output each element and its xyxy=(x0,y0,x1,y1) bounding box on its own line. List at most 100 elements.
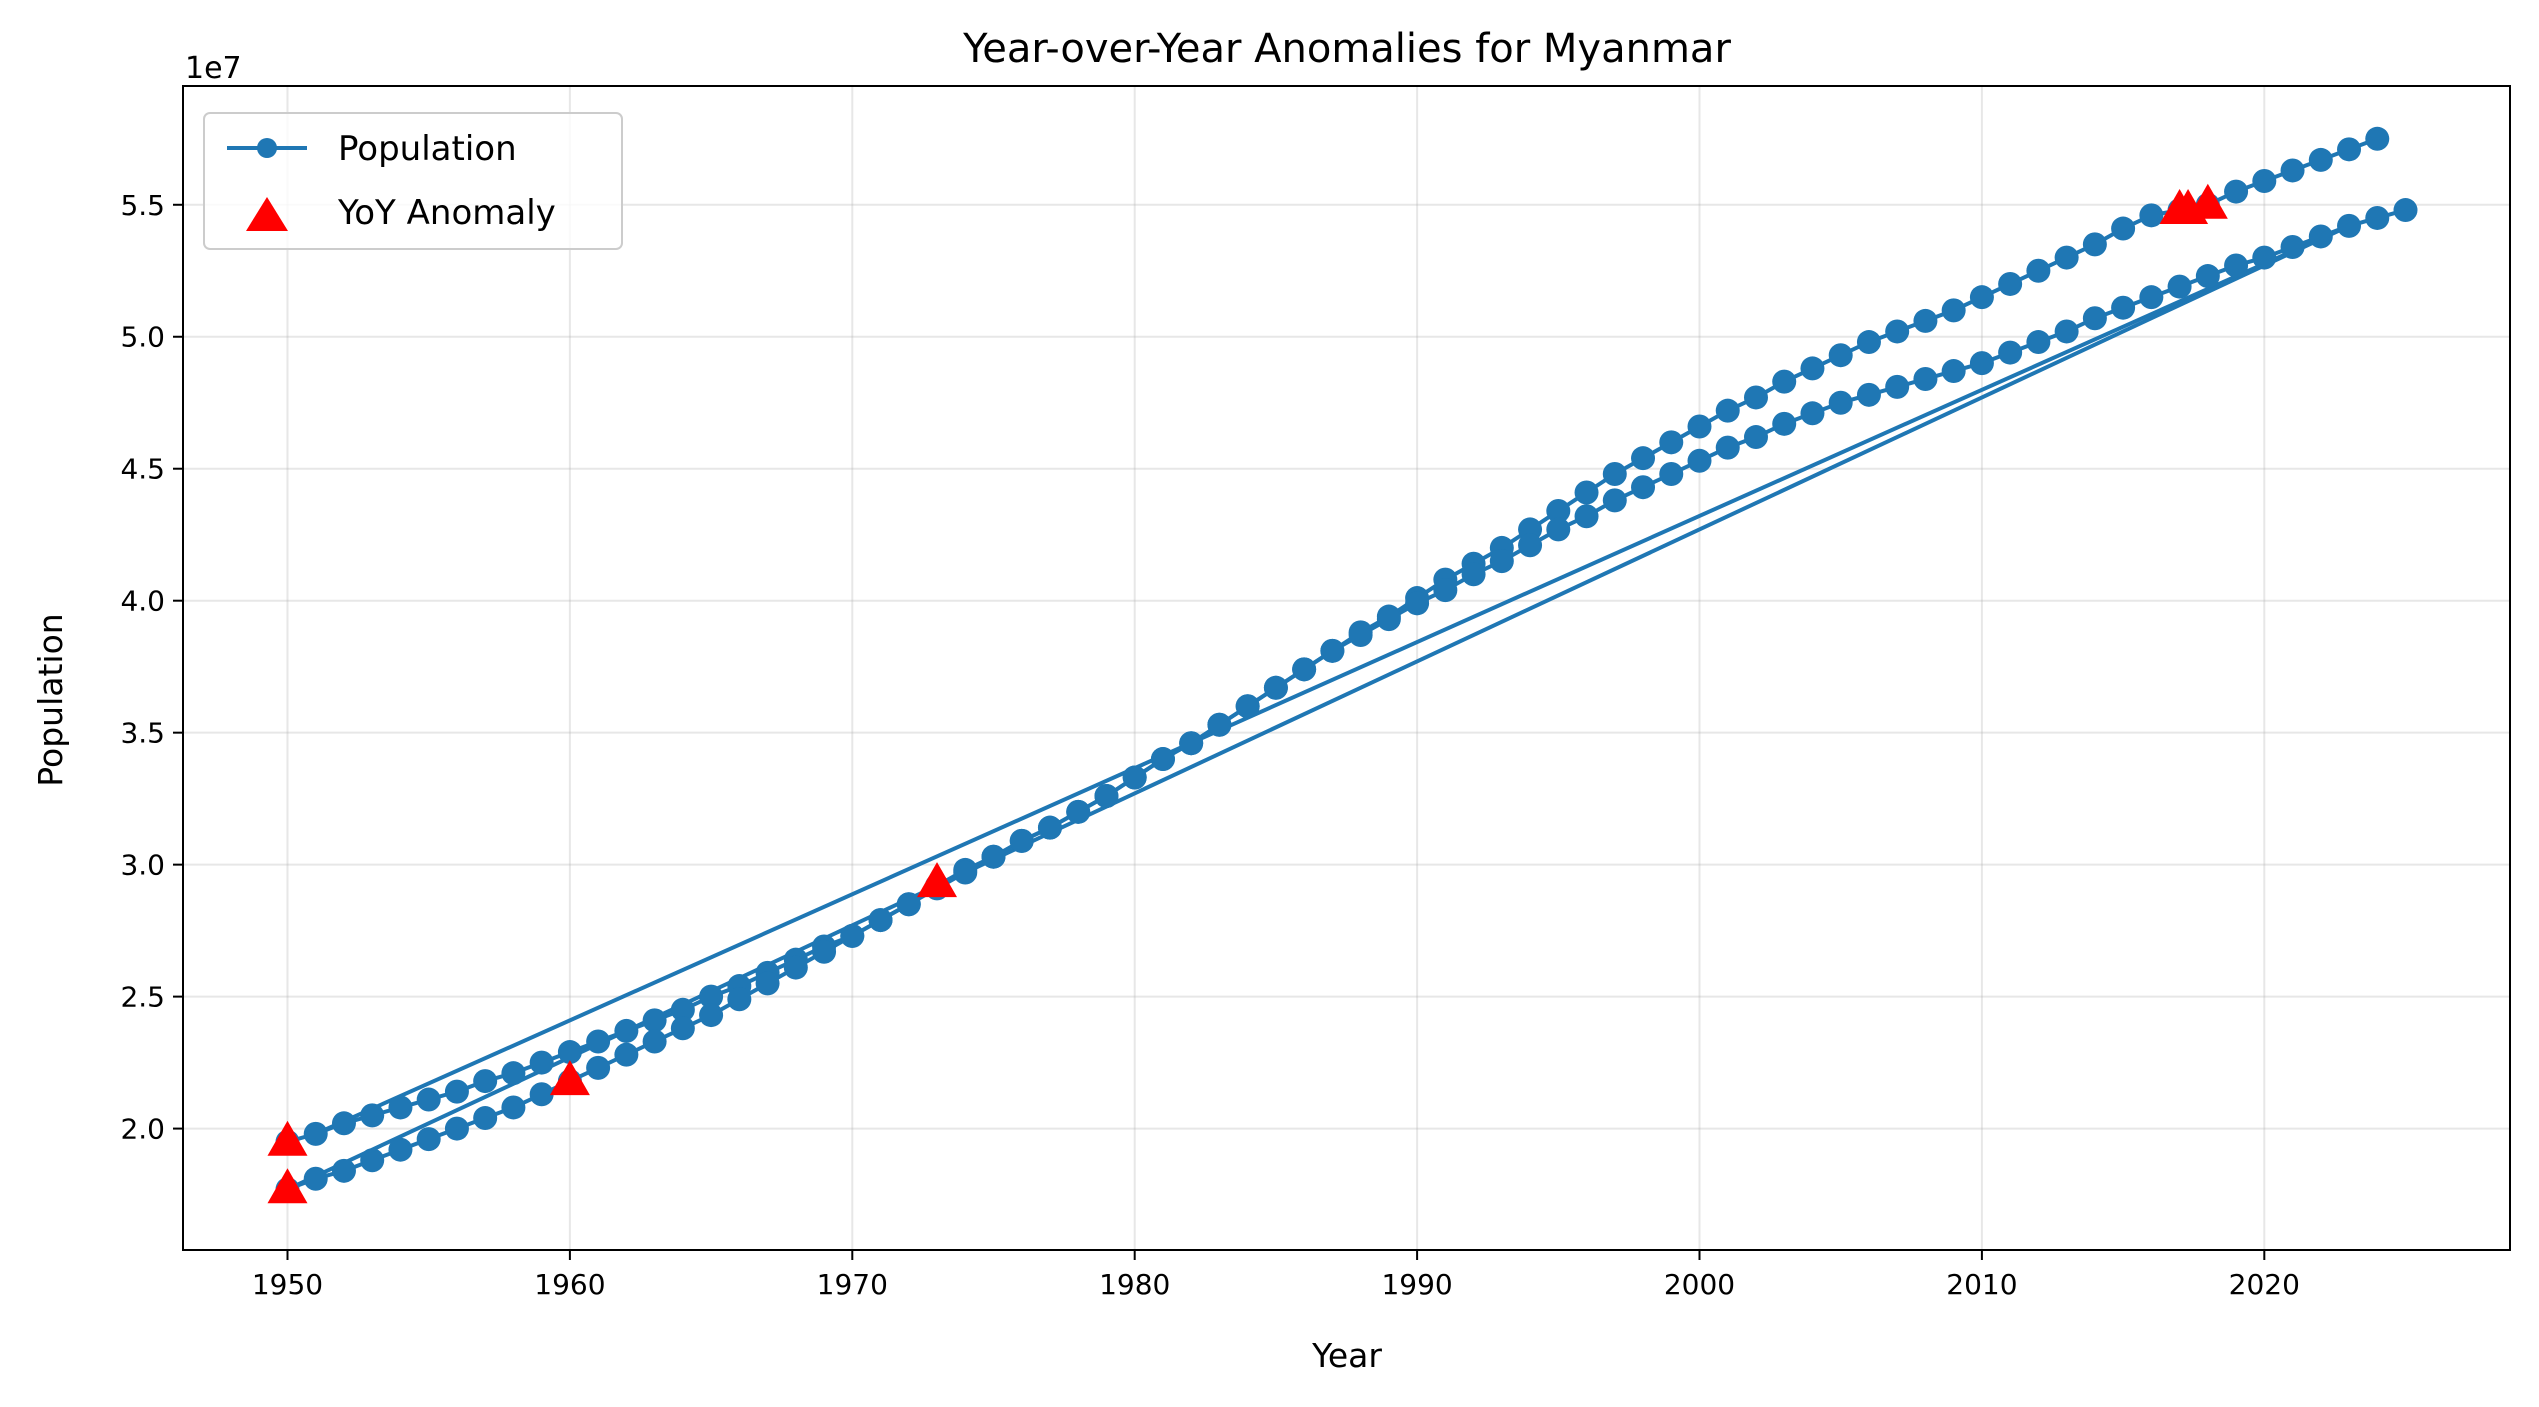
population-point xyxy=(331,1158,356,1183)
population-point xyxy=(2054,245,2079,270)
population-point xyxy=(1546,498,1571,523)
population-point xyxy=(2111,295,2136,320)
population-point xyxy=(1772,411,1797,436)
anomaly-point xyxy=(917,862,958,898)
population-point xyxy=(2252,245,2277,270)
population-point xyxy=(1856,382,1881,407)
population-point xyxy=(1037,815,1062,840)
y-tick-label: 3.5 xyxy=(120,717,165,750)
population-point xyxy=(1743,385,1768,410)
population-point xyxy=(529,1082,554,1107)
population-point xyxy=(1828,390,1853,415)
population-point xyxy=(2026,330,2051,355)
population-point xyxy=(444,1116,469,1141)
population-point xyxy=(1913,366,1938,391)
population-point xyxy=(2308,224,2333,249)
anomaly-markers xyxy=(267,183,2228,1204)
population-point xyxy=(1574,504,1599,529)
y-tick-label: 2.0 xyxy=(120,1113,165,1146)
population-point xyxy=(331,1111,356,1136)
y-tick-label: 4.5 xyxy=(120,453,165,486)
population-point xyxy=(2280,158,2305,183)
y-tick-label: 4.0 xyxy=(120,585,165,618)
population-point xyxy=(1941,359,1966,384)
population-point xyxy=(360,1148,385,1173)
population-point xyxy=(1659,430,1684,455)
population-point xyxy=(1969,351,1994,376)
population-point xyxy=(2167,274,2192,299)
population-point xyxy=(1885,319,1910,344)
legend-anomaly-label: YoY Anomaly xyxy=(337,193,556,233)
population-point xyxy=(1856,330,1881,355)
y-tick-label: 5.0 xyxy=(120,321,165,354)
anomaly-point xyxy=(2187,183,2228,219)
anomaly-point xyxy=(549,1060,590,1096)
legend-anomaly-marker xyxy=(246,197,288,231)
population-point xyxy=(1574,480,1599,505)
population-point xyxy=(1235,694,1260,719)
population-point xyxy=(2365,205,2390,230)
population-point xyxy=(388,1137,413,1162)
population-point xyxy=(699,1003,724,1028)
population-point xyxy=(2224,179,2249,204)
population-point xyxy=(1207,712,1232,737)
x-tick-label: 2010 xyxy=(1946,1268,2017,1301)
population-point xyxy=(1320,638,1345,663)
plot-frame xyxy=(182,85,2511,1251)
y-axis: 2.0 2.5 3.0 3.5 4.0 4.5 5.0 5.5 xyxy=(120,189,183,1146)
population-point xyxy=(1376,607,1401,632)
population-point xyxy=(1969,285,1994,310)
y-axis-label: Population xyxy=(31,613,70,786)
population-point xyxy=(1885,374,1910,399)
population-point xyxy=(614,1042,639,1067)
population-point xyxy=(953,860,978,885)
anomaly-point xyxy=(267,1168,308,1204)
population-point xyxy=(1122,765,1147,790)
x-tick-label: 1990 xyxy=(1381,1268,1452,1301)
population-point xyxy=(812,939,837,964)
chart-title: Year-over-Year Anomalies for Myanmar xyxy=(962,26,1731,72)
population-point xyxy=(1743,425,1768,450)
population-point xyxy=(2026,258,2051,283)
population-line-segment xyxy=(286,208,2407,1192)
population-point xyxy=(1715,398,1740,423)
population-point xyxy=(2365,126,2390,151)
population-point xyxy=(868,908,893,933)
population-point xyxy=(642,1008,667,1033)
x-tick-label: 2000 xyxy=(1664,1268,1735,1301)
grid xyxy=(183,86,2510,1250)
population-point xyxy=(1489,549,1514,574)
population-point xyxy=(1631,446,1656,471)
population-point xyxy=(981,844,1006,869)
population-point xyxy=(2054,319,2079,344)
population-line-segment xyxy=(314,224,2350,1136)
population-point xyxy=(2139,285,2164,310)
x-tick-label: 1980 xyxy=(1099,1268,1170,1301)
population-point xyxy=(755,971,780,996)
x-tick-label: 1970 xyxy=(817,1268,888,1301)
population-point xyxy=(1546,517,1571,542)
population-point xyxy=(586,1055,611,1080)
population-point xyxy=(727,987,752,1012)
population-point xyxy=(1715,435,1740,460)
y-tick-label: 2.5 xyxy=(120,981,165,1014)
anomaly-point xyxy=(267,1120,308,1156)
population-point xyxy=(2280,235,2305,260)
population-point xyxy=(2082,306,2107,331)
population-point xyxy=(1405,591,1430,616)
y-axis-offset-label: 1e7 xyxy=(185,51,242,86)
legend-box xyxy=(203,112,623,250)
population-point xyxy=(1772,369,1797,394)
population-point xyxy=(1998,271,2023,296)
population-point xyxy=(1998,340,2023,365)
population-point xyxy=(1179,731,1204,756)
population-point xyxy=(670,997,695,1022)
population-point xyxy=(388,1095,413,1120)
population-point xyxy=(501,1061,526,1086)
population-point xyxy=(670,1016,695,1041)
population-point xyxy=(416,1087,441,1112)
population-point xyxy=(1263,675,1288,700)
population-point xyxy=(529,1050,554,1075)
population-point xyxy=(360,1103,385,1128)
